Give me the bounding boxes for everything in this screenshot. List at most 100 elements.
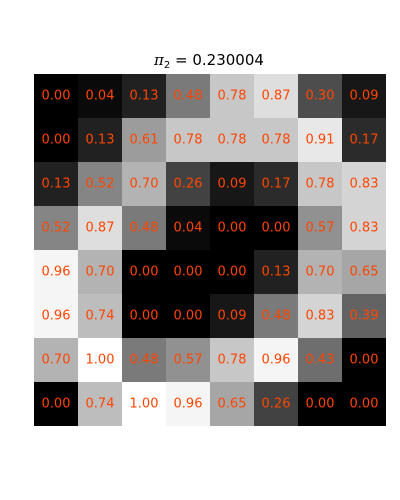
heatmap-cell-r6-c3 bbox=[166, 338, 211, 383]
heatmap-cell-r0-c6 bbox=[298, 74, 343, 119]
heatmap-cell-label-r4-c5: 0.13 bbox=[262, 265, 291, 280]
heatmap-cell-label-r7-c5: 0.26 bbox=[262, 397, 291, 412]
heatmap-cell-label-r5-c2: 0.00 bbox=[130, 309, 159, 324]
heatmap-cell-r3-c1 bbox=[78, 206, 123, 251]
heatmap-cell-r4-c6 bbox=[298, 250, 343, 295]
heatmap-cell-label-r2-c4: 0.09 bbox=[218, 177, 247, 192]
heatmap-cell-label-r3-c4: 0.00 bbox=[218, 221, 247, 236]
heatmap-cell-label-r2-c5: 0.17 bbox=[262, 177, 291, 192]
heatmap-chart: 0.00 0.04 0.13 0.48 0.78 0.87 0.30 0.09 0.00 0.13… bbox=[34, 74, 386, 426]
heatmap-cell-r6-c4 bbox=[210, 338, 255, 383]
heatmap-cell-label-r0-c6: 0.30 bbox=[306, 89, 335, 104]
heatmap-cell-r3-c6 bbox=[298, 206, 343, 251]
heatmap-cell-label-r7-c0: 0.00 bbox=[42, 397, 71, 412]
heatmap-cell-r7-c5 bbox=[254, 382, 299, 426]
heatmap-cell-label-r6-c6: 0.43 bbox=[306, 353, 335, 368]
heatmap-cell-label-r4-c7: 0.65 bbox=[350, 265, 379, 280]
heatmap-cell-r0-c2 bbox=[122, 74, 167, 119]
heatmap-cell-r0-c1 bbox=[78, 74, 123, 119]
heatmap-cell-label-r6-c2: 0.48 bbox=[130, 353, 159, 368]
heatmap-cell-label-r7-c1: 0.74 bbox=[86, 397, 115, 412]
heatmap-cell-r3-c2 bbox=[122, 206, 167, 251]
heatmap-cell-label-r0-c7: 0.09 bbox=[350, 89, 379, 104]
heatmap-cell-r0-c4 bbox=[210, 74, 255, 119]
heatmap-cell-r7-c0 bbox=[34, 382, 79, 426]
heatmap-cell-label-r3-c3: 0.04 bbox=[174, 221, 203, 236]
heatmap-cell-label-r4-c0: 0.96 bbox=[42, 265, 71, 280]
heatmap-cell-r1-c3 bbox=[166, 118, 211, 163]
heatmap-cell-r5-c5 bbox=[254, 294, 299, 339]
heatmap-cell-label-r7-c7: 0.00 bbox=[350, 397, 379, 412]
heatmap-cell-r6-c5 bbox=[254, 338, 299, 383]
heatmap-cell-label-r4-c2: 0.00 bbox=[130, 265, 159, 280]
heatmap-cell-label-r5-c5: 0.48 bbox=[262, 309, 291, 324]
heatmap-cell-r5-c6 bbox=[298, 294, 343, 339]
heatmap-cell-r2-c6 bbox=[298, 162, 343, 207]
title-subscript: 2 bbox=[163, 60, 171, 71]
heatmap-cell-r4-c7 bbox=[342, 250, 386, 295]
heatmap-cell-r7-c1 bbox=[78, 382, 123, 426]
heatmap-cell-label-r1-c4: 0.78 bbox=[218, 133, 247, 148]
heatmap-cell-r1-c0 bbox=[34, 118, 79, 163]
heatmap-cell-label-r2-c7: 0.83 bbox=[350, 177, 379, 192]
heatmap-cell-r7-c7 bbox=[342, 382, 386, 426]
heatmap-cell-label-r6-c1: 1.00 bbox=[86, 353, 115, 368]
heatmap-cell-r4-c4 bbox=[210, 250, 255, 295]
heatmap-cell-r0-c5 bbox=[254, 74, 299, 119]
heatmap-cell-label-r3-c6: 0.57 bbox=[306, 221, 335, 236]
heatmap-cell-r0-c7 bbox=[342, 74, 386, 119]
heatmap-cell-label-r1-c1: 0.13 bbox=[86, 133, 115, 148]
heatmap-cell-r4-c1 bbox=[78, 250, 123, 295]
heatmap-cell-r6-c7 bbox=[342, 338, 386, 383]
heatmap-cell-r4-c0 bbox=[34, 250, 79, 295]
heatmap-cell-label-r1-c6: 0.91 bbox=[306, 133, 335, 148]
heatmap-cell-r5-c7 bbox=[342, 294, 386, 339]
heatmap-cell-label-r5-c1: 0.74 bbox=[86, 309, 115, 324]
heatmap-cell-label-r6-c3: 0.57 bbox=[174, 353, 203, 368]
heatmap-cell-r5-c3 bbox=[166, 294, 211, 339]
heatmap-cell-label-r5-c3: 0.00 bbox=[174, 309, 203, 324]
heatmap-cell-label-r7-c4: 0.65 bbox=[218, 397, 247, 412]
heatmap-cell-r6-c2 bbox=[122, 338, 167, 383]
heatmap-cell-label-r4-c1: 0.70 bbox=[86, 265, 115, 280]
heatmap-cell-r6-c0 bbox=[34, 338, 79, 383]
heatmap-cell-r3-c7 bbox=[342, 206, 386, 251]
heatmap-cell-label-r6-c4: 0.78 bbox=[218, 353, 247, 368]
heatmap-cell-r0-c3 bbox=[166, 74, 211, 119]
heatmap-cell-label-r0-c3: 0.48 bbox=[174, 89, 203, 104]
heatmap-cell-label-r4-c4: 0.00 bbox=[218, 265, 247, 280]
heatmap-cell-r5-c4 bbox=[210, 294, 255, 339]
chart-title: π2 = 0.230004 bbox=[0, 48, 400, 78]
heatmap-cell-label-r2-c3: 0.26 bbox=[174, 177, 203, 192]
heatmap-cell-r6-c1 bbox=[78, 338, 123, 383]
heatmap-cell-label-r6-c5: 0.96 bbox=[262, 353, 291, 368]
heatmap-cell-label-r0-c2: 0.13 bbox=[130, 89, 159, 104]
heatmap-cell-r2-c3 bbox=[166, 162, 211, 207]
heatmap-cell-label-r7-c2: 1.00 bbox=[130, 397, 159, 412]
heatmap-cell-label-r4-c3: 0.00 bbox=[174, 265, 203, 280]
title-value: = 0.230004 bbox=[170, 51, 264, 69]
heatmap-cell-r2-c0 bbox=[34, 162, 79, 207]
heatmap-cell-r3-c4 bbox=[210, 206, 255, 251]
heatmap-cell-label-r0-c1: 0.04 bbox=[86, 89, 115, 104]
heatmap-cell-label-r7-c6: 0.00 bbox=[306, 397, 335, 412]
heatmap-cell-r1-c6 bbox=[298, 118, 343, 163]
title-symbol: π bbox=[154, 51, 164, 69]
heatmap-cell-label-r0-c5: 0.87 bbox=[262, 89, 291, 104]
heatmap-cell-label-r1-c0: 0.00 bbox=[42, 133, 71, 148]
heatmap-cell-label-r7-c3: 0.96 bbox=[174, 397, 203, 412]
heatmap-cell-label-r2-c1: 0.52 bbox=[86, 177, 115, 192]
heatmap-cell-label-r1-c7: 0.17 bbox=[350, 133, 379, 148]
heatmap-cell-r7-c2 bbox=[122, 382, 167, 426]
heatmap-cell-r1-c2 bbox=[122, 118, 167, 163]
heatmap-cell-label-r2-c6: 0.78 bbox=[306, 177, 335, 192]
heatmap-cell-label-r3-c2: 0.48 bbox=[130, 221, 159, 236]
heatmap-cell-label-r1-c3: 0.78 bbox=[174, 133, 203, 148]
heatmap-cell-label-r5-c0: 0.96 bbox=[42, 309, 71, 324]
heatmap-cell-r0-c0 bbox=[34, 74, 79, 119]
heatmap-cell-r2-c5 bbox=[254, 162, 299, 207]
heatmap-cell-label-r4-c6: 0.70 bbox=[306, 265, 335, 280]
heatmap-cell-r2-c1 bbox=[78, 162, 123, 207]
heatmap-cell-r1-c5 bbox=[254, 118, 299, 163]
heatmap-cell-r4-c5 bbox=[254, 250, 299, 295]
